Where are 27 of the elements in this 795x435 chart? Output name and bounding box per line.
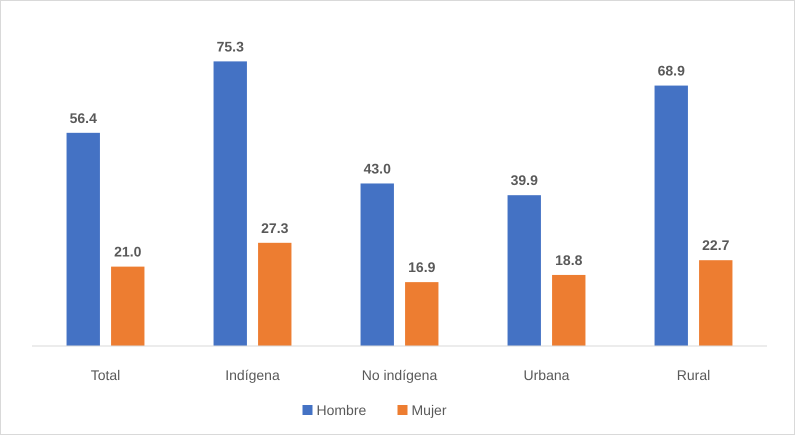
data-label: 39.9: [510, 172, 538, 188]
bar: [258, 242, 292, 346]
bar: [699, 260, 732, 346]
bar: [360, 183, 394, 346]
x-tick-label: Indígena: [225, 367, 280, 383]
x-tick-label: Total: [90, 367, 120, 383]
data-label: 56.4: [70, 110, 98, 126]
bar: [214, 61, 247, 346]
data-label: 18.8: [555, 252, 583, 268]
legend-label: Mujer: [412, 402, 447, 418]
bar: [552, 274, 586, 346]
legend-label: Hombre: [316, 402, 367, 418]
x-tick-label: Urbana: [524, 367, 570, 383]
bar: [654, 86, 688, 346]
data-label: 27.3: [261, 220, 289, 236]
x-tick-label: No indígena: [362, 367, 438, 383]
data-label: 68.9: [658, 62, 686, 79]
bar: [111, 266, 144, 346]
data-label: 21.0: [114, 244, 142, 260]
data-label: 43.0: [364, 160, 392, 176]
bar: [66, 132, 100, 346]
data-label: 16.9: [408, 259, 436, 276]
bar: [405, 282, 438, 346]
data-label: 75.3: [216, 38, 244, 54]
x-tick-label: Rural: [676, 367, 710, 383]
data-label: 22.7: [702, 237, 730, 254]
bar: [508, 195, 541, 346]
